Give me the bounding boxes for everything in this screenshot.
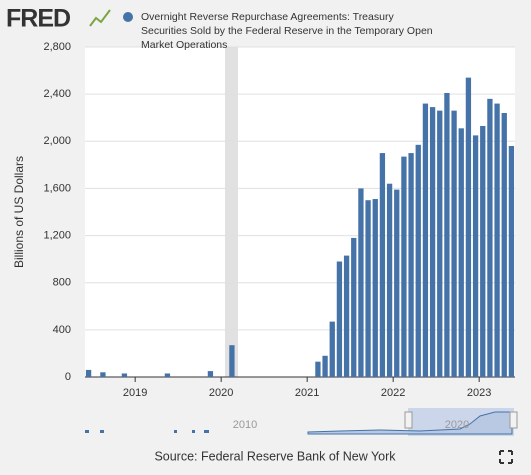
- fullscreen-button[interactable]: [499, 450, 513, 464]
- bar: [408, 153, 414, 377]
- plot-area: [85, 47, 515, 377]
- bar: [164, 373, 171, 377]
- source: Source: Federal Reserve Bank of New York: [154, 449, 396, 463]
- bar: [508, 146, 515, 377]
- bar: [379, 153, 386, 377]
- bar: [465, 77, 472, 378]
- bar: [501, 113, 507, 377]
- bar: [100, 372, 106, 377]
- bar: [358, 188, 364, 377]
- navigator-label: 2020: [445, 419, 469, 431]
- navigator-series: [174, 430, 177, 433]
- bar: [444, 92, 450, 377]
- bar: [343, 255, 350, 377]
- navigator-series: [192, 430, 195, 433]
- bar: [386, 183, 393, 377]
- x-tick-label: 2019: [123, 387, 147, 399]
- bar: [437, 110, 443, 378]
- bar: [315, 361, 321, 377]
- y-axis-label: Billions of US Dollars: [12, 156, 26, 268]
- bar: [415, 144, 421, 377]
- bar: [365, 200, 371, 377]
- y-tick-label: 2,000: [43, 135, 71, 147]
- bar: [401, 156, 407, 377]
- bar: [494, 103, 500, 378]
- navigator-series: [85, 430, 89, 433]
- logo-icon: [89, 9, 111, 27]
- bar: [422, 103, 429, 378]
- bar: [329, 321, 335, 377]
- legend-marker: [123, 12, 133, 22]
- y-tick-label: 400: [53, 324, 71, 336]
- y-tick-label: 1,600: [43, 182, 71, 194]
- navigator-handle[interactable]: [404, 411, 413, 429]
- navigator-handle[interactable]: [509, 411, 518, 429]
- bar: [372, 199, 378, 377]
- bar: [121, 373, 128, 377]
- navigator: [85, 408, 518, 436]
- y-tick-label: 2,800: [43, 41, 71, 53]
- bar: [322, 355, 328, 377]
- legend-label: Overnight Reverse Repurchase Agreements:…: [141, 11, 433, 51]
- x-tick-label: 2021: [295, 387, 319, 399]
- navigator-series: [204, 430, 209, 433]
- y-tick-label: 1,200: [43, 229, 71, 241]
- navigator-series: [307, 411, 513, 435]
- bar: [472, 135, 479, 377]
- y-tick-label: 2,400: [43, 88, 71, 100]
- bar: [487, 98, 493, 377]
- x-tick-label: 2023: [467, 387, 491, 399]
- logo: FRED: [6, 5, 70, 33]
- y-tick-label: 800: [53, 277, 71, 289]
- y-tick-label: 0: [65, 371, 71, 383]
- bar: [207, 371, 214, 377]
- bar: [480, 125, 486, 377]
- recession-shade: [225, 47, 238, 377]
- bar: [451, 110, 457, 378]
- navigator-series: [100, 430, 104, 433]
- bar: [85, 369, 92, 377]
- bar: [458, 128, 464, 377]
- bar: [351, 237, 357, 377]
- navigator-label: 2010: [233, 419, 257, 431]
- x-tick-label: 2022: [381, 387, 405, 399]
- bar: [394, 189, 400, 377]
- bar: [229, 345, 235, 377]
- bar: [336, 261, 343, 377]
- bar: [429, 107, 436, 377]
- x-tick-label: 2020: [209, 387, 233, 399]
